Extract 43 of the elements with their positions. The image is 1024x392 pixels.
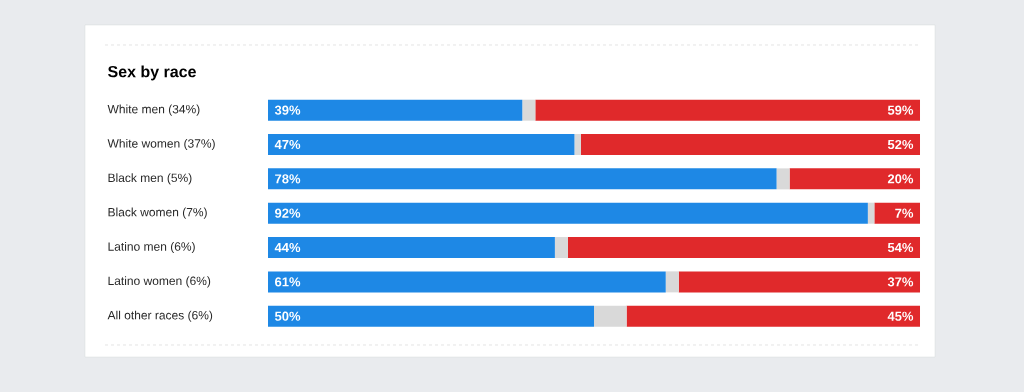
data-label: 39% — [274, 105, 301, 115]
bar — [678, 271, 920, 293]
bar — [535, 99, 920, 121]
bar — [554, 237, 568, 259]
bar — [580, 134, 920, 156]
bar — [522, 99, 536, 121]
bar — [268, 168, 777, 190]
data-label: 7% — [895, 208, 914, 218]
y-tick-label: White women (37%) — [107, 138, 215, 151]
data-label: 44% — [274, 242, 301, 253]
data-label: 47% — [274, 139, 301, 150]
bar — [874, 202, 920, 224]
data-label: 92% — [275, 208, 301, 218]
y-tick-label: Black men (5%) — [108, 173, 192, 185]
bar — [268, 271, 666, 293]
bar — [268, 237, 555, 259]
data-label: 52% — [887, 139, 914, 150]
data-label: 37% — [887, 277, 914, 287]
bar — [268, 99, 523, 121]
bar — [665, 271, 679, 293]
data-label: 59% — [887, 105, 914, 115]
bar — [268, 305, 595, 327]
bar — [268, 202, 868, 224]
data-label: 20% — [887, 174, 914, 184]
bar — [567, 237, 920, 259]
bar — [626, 305, 920, 327]
data-label: 50% — [274, 311, 301, 321]
chart-title: Sex by race — [108, 65, 196, 81]
bar — [268, 134, 575, 156]
data-label: 61% — [275, 277, 301, 287]
y-tick-label: Latino women (6%) — [108, 276, 211, 288]
y-tick-label: Latino men (6%) — [108, 241, 195, 254]
y-tick-label: White men (34%) — [107, 104, 200, 116]
data-label: 54% — [887, 242, 914, 253]
bar — [776, 168, 790, 190]
data-label: 45% — [887, 311, 914, 321]
bar — [867, 202, 875, 224]
y-tick-label: Black women (7%) — [108, 207, 207, 219]
data-label: 78% — [275, 174, 301, 184]
bar — [594, 305, 627, 327]
y-tick-label: All other races (6%) — [107, 310, 213, 322]
bar — [574, 134, 581, 156]
bar — [789, 168, 920, 190]
